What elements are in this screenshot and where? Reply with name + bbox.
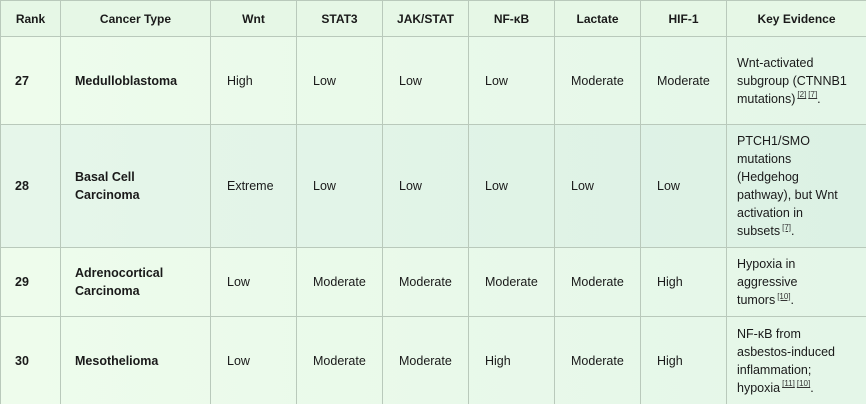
table-row: 28 Basal Cell Carcinoma Extreme Low Low Low Lo…: [0, 124, 866, 248]
level-cell: High: [640, 247, 727, 317]
header-cell: JAK/STAT: [382, 0, 469, 37]
level-cell: Moderate: [554, 316, 641, 404]
table-body: 27 Medulloblastoma High Low Low Low Moderate Mo…: [0, 36, 866, 404]
cancer-type-cell: Basal Cell Carcinoma: [60, 124, 211, 248]
level-cell: High: [210, 36, 297, 125]
level-cell: Low: [296, 36, 383, 125]
evidence-text: Hypoxia in aggressive tumors: [737, 257, 798, 307]
rank-cell: 30: [0, 316, 61, 404]
level-cell: Moderate: [296, 316, 383, 404]
table-row: 29 Adrenocortical Carcinoma Low Moderate Mod…: [0, 247, 866, 317]
evidence-cell: NF-κB from asbestos-induced inflammation…: [726, 316, 866, 404]
table-row: 27 Medulloblastoma High Low Low Low Moderate Mo…: [0, 36, 866, 125]
cancer-type-cell: Mesothelioma: [60, 316, 211, 404]
level-cell: Low: [468, 36, 555, 125]
table-row: 30 Mesothelioma Low Moderate Moderate High Mod…: [0, 316, 866, 404]
rank-cell: 27: [0, 36, 61, 125]
level-cell: Moderate: [554, 36, 641, 125]
level-cell: Low: [468, 124, 555, 248]
evidence-cell: PTCH1/SMO mutations (Hedgehog pathway), …: [726, 124, 866, 248]
citation: [11]: [782, 379, 795, 389]
cancer-type-cell: Medulloblastoma: [60, 36, 211, 125]
header-cell: Key Evidence: [726, 0, 866, 37]
level-cell: Low: [210, 316, 297, 404]
level-cell: Moderate: [382, 316, 469, 404]
level-cell: Moderate: [296, 247, 383, 317]
citation: [10]: [796, 379, 811, 389]
table-header: Rank Cancer Type Wnt STAT3 JAK/STAT NF-κB Lact…: [0, 0, 866, 37]
evidence-text: .: [810, 380, 814, 395]
level-cell: Moderate: [468, 247, 555, 317]
citation: [10]: [777, 291, 791, 301]
rank-cell: 28: [0, 124, 61, 248]
evidence-cell: Wnt-activated subgroup (CTNNB1 mutations…: [726, 36, 866, 125]
level-cell: Low: [640, 124, 727, 248]
level-cell: Moderate: [554, 247, 641, 317]
header-cell: Lactate: [554, 0, 641, 37]
citation: [7]: [808, 90, 818, 100]
citation: [2]: [797, 90, 807, 100]
level-cell: Extreme: [210, 124, 297, 248]
header-cell: Cancer Type: [60, 0, 211, 37]
evidence-text: .: [791, 224, 795, 238]
evidence-text: .: [790, 293, 795, 307]
evidence-text: .: [817, 91, 821, 106]
evidence-text: NF-κB from asbestos-induced inflammation…: [737, 326, 835, 395]
header-cell: Rank: [0, 0, 61, 37]
header-cell: HIF-1: [640, 0, 727, 37]
level-cell: High: [468, 316, 555, 404]
cancer-type-cell: Adrenocortical Carcinoma: [60, 247, 211, 317]
citation: [7]: [782, 222, 791, 232]
level-cell: High: [640, 316, 727, 404]
level-cell: Low: [554, 124, 641, 248]
level-cell: Low: [210, 247, 297, 317]
evidence-cell: Hypoxia in aggressive tumors [10].: [726, 247, 866, 317]
rank-cell: 29: [0, 247, 61, 317]
level-cell: Low: [296, 124, 383, 248]
header-row: Rank Cancer Type Wnt STAT3 JAK/STAT NF-κB Lact…: [0, 0, 866, 37]
header-cell: Wnt: [210, 0, 297, 37]
header-cell: NF-κB: [468, 0, 555, 37]
level-cell: Moderate: [382, 247, 469, 317]
level-cell: Low: [382, 36, 469, 125]
evidence-text: PTCH1/SMO mutations (Hedgehog pathway), …: [737, 134, 838, 238]
level-cell: Low: [382, 124, 469, 248]
header-cell: STAT3: [296, 0, 383, 37]
level-cell: Moderate: [640, 36, 727, 125]
evidence-text: Wnt-activated subgroup (CTNNB1 mutations…: [737, 55, 847, 106]
